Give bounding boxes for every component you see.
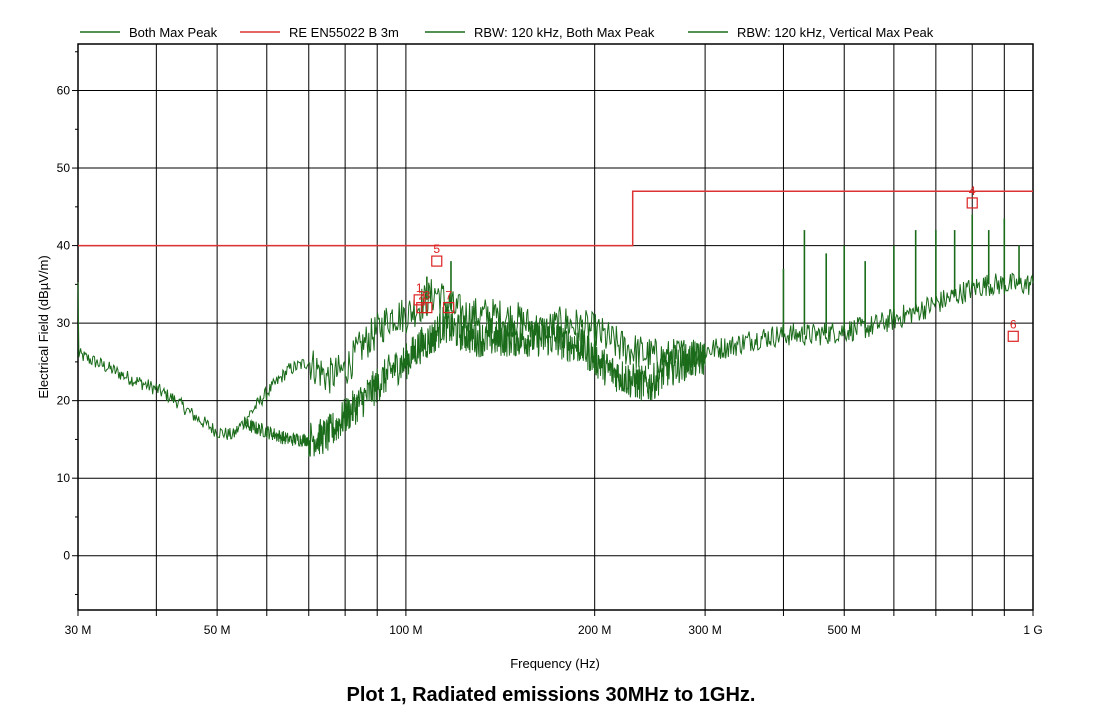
legend-item-label: Both Max Peak	[129, 25, 218, 40]
x-tick-label: 50 M	[204, 623, 231, 637]
chart-markers: 123 4 5 6 7	[413, 184, 1019, 342]
y-axis: 0 10 20 30 40 50 60	[57, 51, 78, 595]
marker-label: 2	[418, 289, 425, 303]
chart-traces	[77, 190, 1034, 457]
chart-legend: Both Max Peak RE EN55022 B 3m RBW: 120 kHz…	[80, 25, 934, 40]
marker-label: 5	[433, 242, 440, 256]
marker-label: 4	[969, 184, 976, 198]
marker-7	[443, 302, 455, 314]
y-tick-label: 40	[57, 239, 71, 253]
y-tick-label: 50	[57, 161, 71, 175]
x-tick-label: 500 M	[828, 623, 861, 637]
marker-label: 1	[416, 281, 423, 295]
marker-3	[421, 302, 433, 314]
plot-caption: Plot 1, Radiated emissions 30MHz to 1GHz…	[346, 684, 756, 706]
y-tick-label: 10	[57, 471, 71, 485]
plot-area	[77, 43, 1034, 611]
x-tick-label: 100 M	[389, 623, 422, 637]
marker-4	[966, 197, 978, 209]
y-tick-label: 0	[63, 549, 70, 563]
y-tick-label: 30	[57, 316, 71, 330]
marker-label: 3	[424, 289, 431, 303]
x-axis: 30 M 50 M 100 M 200 M 300 M 500 M 1 G	[65, 610, 1043, 637]
legend-item-label: RBW: 120 kHz, Vertical Max Peak	[737, 25, 934, 40]
marker-6	[1007, 330, 1019, 342]
y-axis-label: Electrical Field (dBµV/m)	[36, 255, 51, 398]
x-axis-label: Frequency (Hz)	[510, 656, 600, 671]
y-tick-label: 60	[57, 84, 71, 98]
x-tick-label: 30 M	[65, 623, 92, 637]
legend-item-label: RBW: 120 kHz, Both Max Peak	[474, 25, 655, 40]
y-tick-label: 20	[57, 394, 71, 408]
marker-label: 7	[445, 289, 452, 303]
marker-1	[413, 294, 425, 306]
x-tick-label: 300 M	[688, 623, 721, 637]
vertical-max-peak-trace	[242, 306, 706, 457]
marker-5	[431, 255, 443, 267]
x-tick-label: 200 M	[578, 623, 611, 637]
x-tick-label: 1 G	[1023, 623, 1042, 637]
both-max-peak-trace	[77, 272, 1034, 440]
marker-label: 6	[1010, 317, 1017, 331]
limit-line	[78, 190, 1033, 247]
legend-item-label: RE EN55022 B 3m	[289, 25, 399, 40]
